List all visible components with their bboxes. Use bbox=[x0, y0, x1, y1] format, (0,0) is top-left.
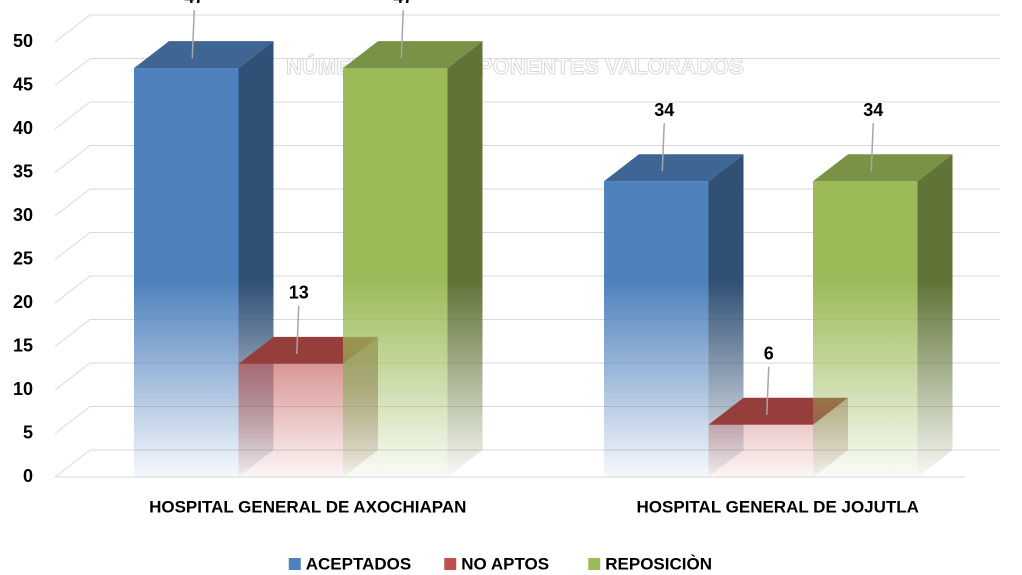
legend-label: ACEPTADOS bbox=[306, 554, 411, 573]
y-tick-label: 20 bbox=[13, 292, 33, 312]
bars: 47 13 47 34 6 34 bbox=[134, 0, 953, 477]
grid-slant bbox=[54, 232, 91, 260]
y-tick-label: 45 bbox=[13, 74, 33, 94]
data-label: 34 bbox=[654, 100, 674, 120]
grid-slant bbox=[54, 275, 91, 304]
bar bbox=[604, 181, 709, 477]
bar-top bbox=[604, 154, 744, 182]
leader-line bbox=[870, 123, 874, 172]
bar-top bbox=[813, 154, 953, 182]
y-tick-label: 10 bbox=[13, 379, 33, 399]
legend-label: REPOSICIÒN bbox=[605, 554, 712, 573]
data-label: 13 bbox=[289, 283, 309, 303]
grid-slant bbox=[54, 406, 91, 434]
leader-line bbox=[400, 10, 404, 59]
bar bbox=[343, 68, 448, 477]
grid-slant bbox=[54, 145, 91, 173]
bar bbox=[813, 181, 918, 477]
y-tick-label: 30 bbox=[13, 205, 33, 225]
y-tick-label: 40 bbox=[13, 118, 33, 138]
grid-slant bbox=[54, 449, 91, 478]
grid-slant bbox=[54, 101, 91, 130]
leader-line bbox=[661, 123, 665, 172]
bar bbox=[708, 424, 813, 477]
y-tick-label: 15 bbox=[13, 335, 33, 355]
grid-slant bbox=[54, 14, 91, 43]
legend-swatch bbox=[588, 558, 601, 570]
y-tick-label: 25 bbox=[13, 248, 33, 268]
bar-side bbox=[917, 154, 953, 477]
y-tick-label: 5 bbox=[23, 422, 33, 442]
bar-side bbox=[447, 41, 483, 477]
bar-top bbox=[343, 41, 483, 69]
x-tick-label: HOSPITAL GENERAL DE JOJUTLA bbox=[637, 497, 919, 516]
y-tick-label: 35 bbox=[13, 161, 33, 181]
leader-line bbox=[766, 366, 770, 415]
bar bbox=[238, 363, 343, 477]
data-label: 6 bbox=[764, 344, 774, 364]
bar-top bbox=[134, 41, 274, 69]
legend-swatch bbox=[444, 558, 457, 570]
y-tick-label: 0 bbox=[23, 466, 33, 486]
legend-swatch bbox=[288, 558, 301, 570]
grid-slant bbox=[54, 58, 91, 86]
bar-side bbox=[708, 154, 744, 477]
data-label: 47 bbox=[184, 0, 204, 7]
grid-slant bbox=[54, 188, 91, 217]
x-tick-label: HOSPITAL GENERAL DE AXOCHIAPAN bbox=[149, 497, 466, 516]
leader-line bbox=[191, 10, 195, 59]
data-label: 34 bbox=[863, 100, 883, 120]
bar bbox=[134, 68, 239, 477]
leader-line bbox=[296, 305, 300, 354]
grid-slant bbox=[54, 362, 91, 391]
grid-slant bbox=[54, 319, 91, 347]
data-label: 47 bbox=[393, 0, 413, 7]
y-tick-label: 50 bbox=[13, 31, 33, 51]
legend-label: NO APTOS bbox=[461, 554, 549, 573]
